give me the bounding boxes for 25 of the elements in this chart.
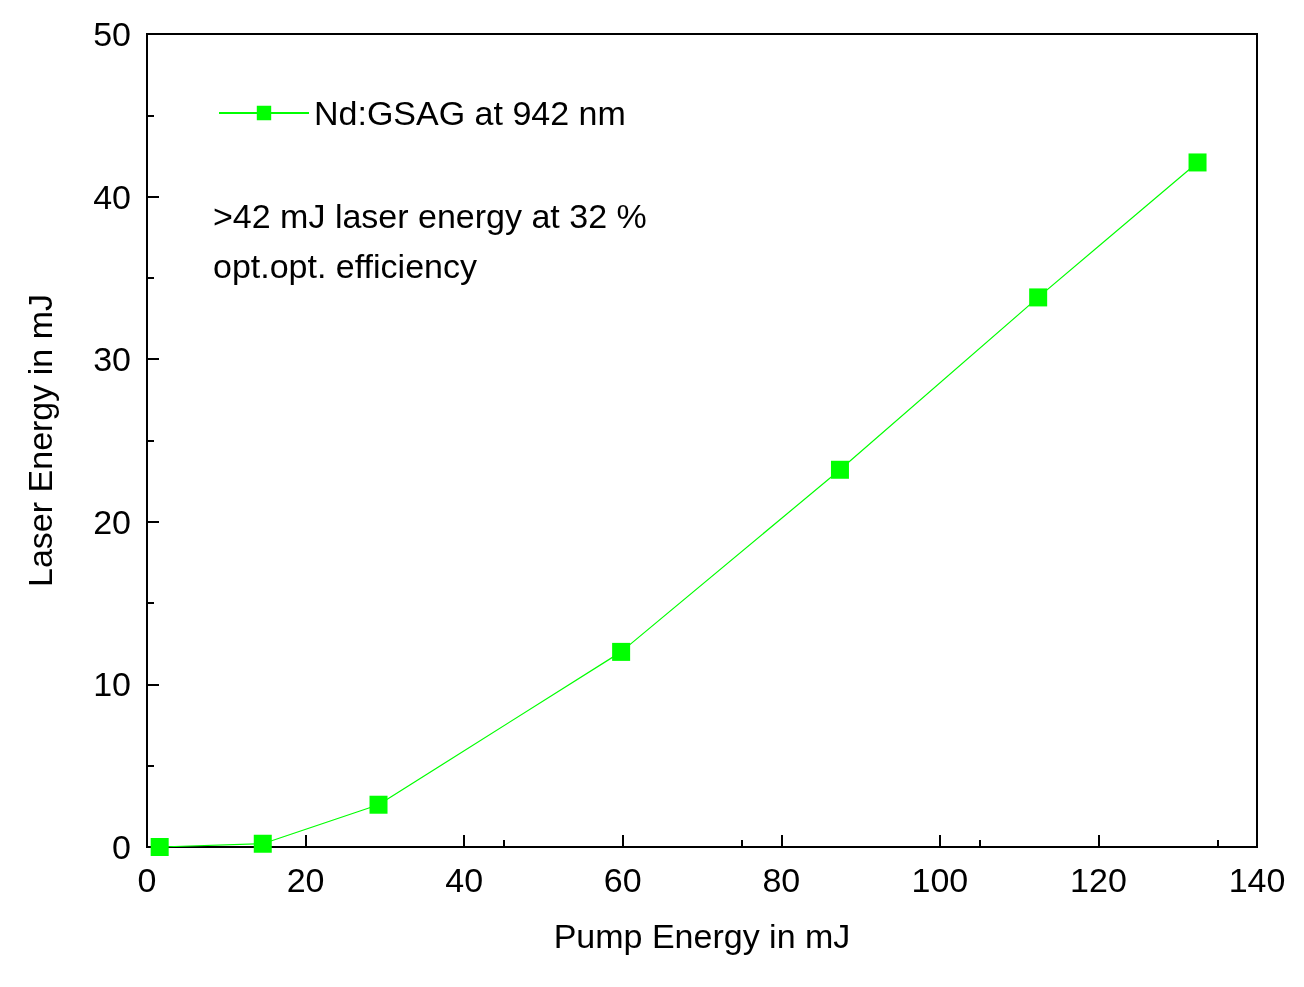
- point: [830, 460, 849, 479]
- x-tick-label: 60: [603, 861, 642, 899]
- y-tick-label: 40: [93, 177, 131, 216]
- x-tick-label: 40: [445, 861, 484, 899]
- point: [253, 834, 272, 853]
- y-tick-label: 30: [93, 340, 131, 379]
- y-axis-title: Laser Energy in mJ: [21, 294, 59, 587]
- y-tick-label: 50: [93, 15, 131, 53]
- x-tick-label: 80: [762, 861, 801, 899]
- point: [612, 642, 631, 661]
- x-tick-label: 100: [911, 861, 969, 899]
- x-axis-title: Pump Energy in mJ: [553, 917, 851, 955]
- legend-label: Nd:GSAG at 942 nm: [314, 94, 626, 132]
- point: [1029, 288, 1048, 307]
- point: [369, 795, 388, 814]
- y-tick-label: 10: [93, 665, 131, 704]
- y-tick-label: 20: [93, 502, 131, 541]
- x-tick-label: 20: [286, 861, 325, 899]
- x-tick-label: 140: [1228, 861, 1286, 899]
- point: [150, 838, 169, 856]
- x-tick-label: 0: [137, 861, 157, 899]
- x-tick-label: 120: [1070, 861, 1127, 899]
- point: [1188, 153, 1207, 172]
- annotation: >42 mJ laser energy at 32 % opt.opt. efficiency: [213, 197, 647, 285]
- y-tick-label: 0: [112, 828, 131, 866]
